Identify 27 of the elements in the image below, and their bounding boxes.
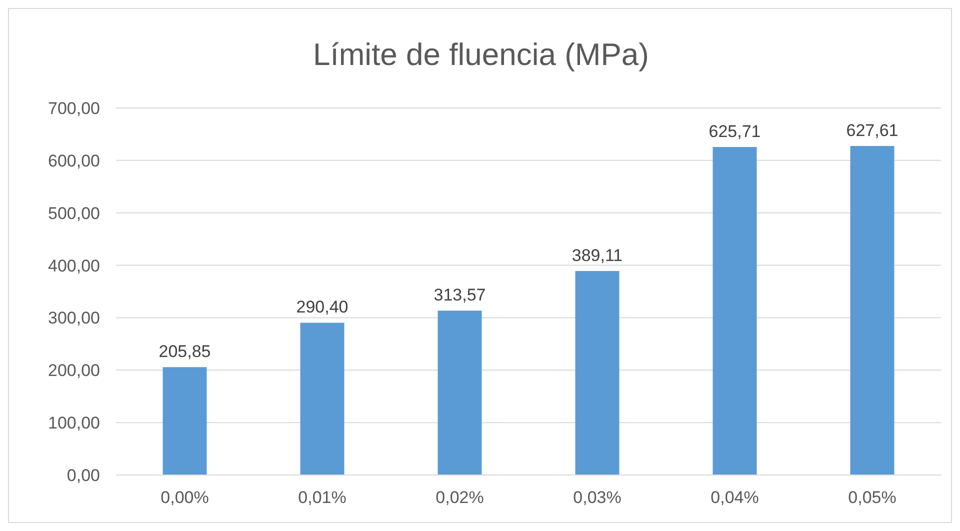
bar [300,322,344,475]
y-tick-label: 700,00 [48,99,100,118]
y-tick-label: 100,00 [48,414,100,433]
y-tick-label: 500,00 [48,204,100,223]
data-label: 313,57 [434,286,486,305]
data-label: 625,71 [708,122,761,141]
y-tick-label: 0,00 [66,466,100,486]
y-tick-label: 200,00 [48,361,100,380]
chart-title: Límite de fluencia (MPa) [312,37,650,73]
data-label: 627,61 [846,120,898,140]
bar [575,270,620,475]
x-tick-label: 0,04% [710,488,759,508]
y-tick-label: 300,00 [48,308,100,328]
data-label: 290,40 [296,298,348,317]
x-tick-label: 0,01% [298,488,346,508]
x-tick-label: 0,03% [573,488,622,508]
data-label: 389,11 [572,246,623,265]
x-tick-label: 0,00% [160,488,209,508]
bar [438,310,482,475]
bar [162,367,207,475]
x-tick-label: 0,05% [848,488,896,508]
bar [712,146,757,475]
bar [850,146,894,475]
data-label: 205,85 [158,342,211,362]
y-tick-label: 400,00 [48,256,100,276]
x-tick-label: 0,02% [436,488,484,508]
y-tick-label: 600,00 [48,151,100,170]
